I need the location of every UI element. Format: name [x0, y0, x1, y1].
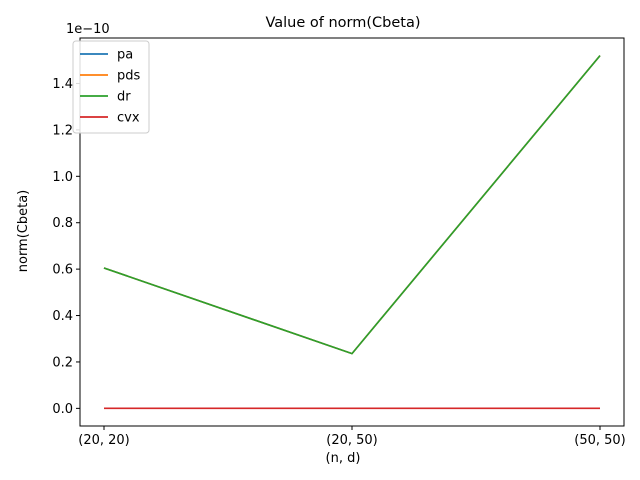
- legend: pa pds dr cvx: [72, 40, 150, 134]
- legend-box: [72, 40, 150, 134]
- y-tick-label: 1.0: [52, 170, 73, 185]
- series-line-pds: [103, 55, 601, 355]
- plot-area: [79, 37, 625, 427]
- y-axis-label: norm(Cbeta): [16, 190, 31, 273]
- x-tick-label: (20, 50): [326, 433, 378, 448]
- legend-label-pds: pds: [117, 69, 141, 84]
- x-tick-label: (50, 50): [574, 433, 626, 448]
- series-line-pa: [103, 55, 601, 355]
- y-tick-label: 0.6: [52, 263, 73, 278]
- x-tick-label: (20, 20): [78, 433, 130, 448]
- y-tick-label: 0.8: [52, 216, 73, 231]
- legend-label-pa: pa: [117, 48, 133, 63]
- plot-frame: [79, 37, 625, 427]
- legend-label-cvx: cvx: [117, 111, 140, 126]
- x-axis-label: (n, d): [326, 451, 361, 466]
- y-tick-label: 1.4: [52, 77, 73, 92]
- y-tick-label: 1.2: [52, 123, 73, 138]
- y-offset-label: 1e−10: [66, 22, 110, 37]
- y-tick-label: 0.2: [52, 355, 73, 370]
- series-line-dr: [103, 55, 601, 355]
- legend-label-dr: dr: [117, 90, 131, 105]
- chart-title: Value of norm(Cbeta): [265, 15, 420, 31]
- y-tick-label: 0.0: [52, 402, 73, 417]
- x-axis: (20, 20) (20, 50) (50, 50): [78, 426, 626, 448]
- y-tick-label: 0.4: [52, 309, 73, 324]
